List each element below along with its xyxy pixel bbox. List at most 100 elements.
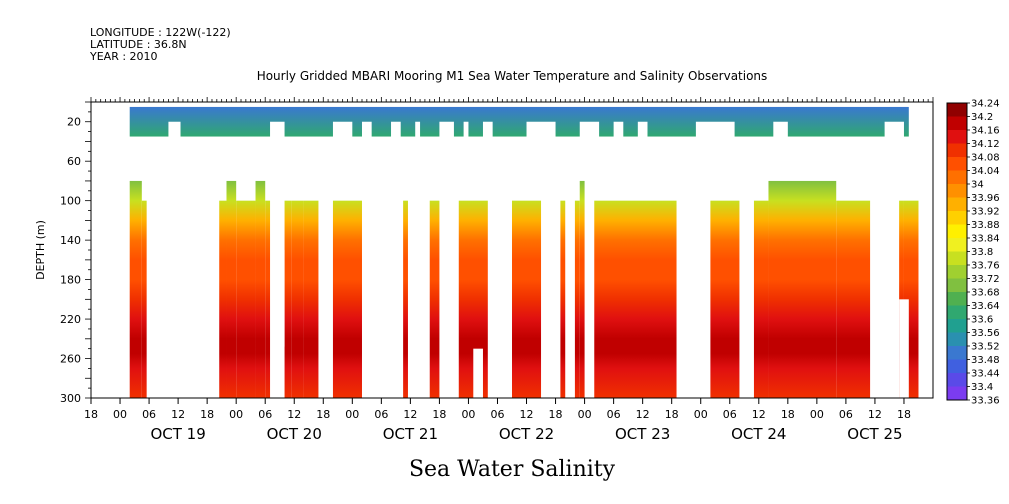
x-tick-label: 06	[374, 408, 388, 421]
surface-gap	[773, 121, 788, 138]
colorbar-label: 34.04	[971, 166, 1000, 177]
deep-data-block	[753, 200, 769, 398]
y-tick-label: 260	[60, 353, 81, 366]
x-tick-label: 00	[578, 408, 592, 421]
surface-gap	[168, 121, 181, 138]
colorbar-swatch	[947, 130, 967, 144]
surface-gap	[415, 121, 421, 138]
deep-data-gap	[899, 299, 909, 398]
plot-area: 18 00 06 12 18 00 06 12 18 00 06 12 18 00 06 12 18 00 06 12…	[60, 97, 934, 443]
colorbar-label: 34.2	[971, 112, 993, 123]
colorbar-label: 34.08	[971, 153, 1000, 164]
y-axis-label: DEPTH (m)	[34, 220, 47, 280]
colorbar-swatch	[947, 238, 967, 252]
deep-data-block	[236, 200, 256, 398]
day-label: OCT 25	[847, 425, 902, 443]
colorbar-swatch	[947, 224, 967, 239]
colorbar-label: 33.56	[971, 328, 1000, 339]
x-tick-label: 12	[636, 408, 650, 421]
x-tick-label: 18	[200, 408, 214, 421]
x-tick-label: 06	[723, 408, 737, 421]
surface-gap	[463, 121, 469, 138]
surface-gap	[270, 121, 285, 138]
surface-gap	[579, 121, 600, 138]
surface-gap	[613, 121, 624, 138]
colorbar-label: 33.68	[971, 288, 1000, 299]
colorbar-label: 33.72	[971, 274, 1000, 285]
colorbar-label: 33.4	[971, 382, 993, 393]
colorbar-label: 33.88	[971, 220, 1000, 231]
x-tick-label: 06	[607, 408, 621, 421]
colorbar-swatch	[947, 116, 967, 131]
surface-gap	[391, 121, 401, 138]
colorbar-swatch	[947, 265, 967, 279]
x-tick-label: 18	[665, 408, 679, 421]
colorbar-swatch	[947, 184, 967, 198]
x-tick-label: 06	[142, 408, 156, 421]
y-tick-label: 300	[60, 392, 81, 405]
colorbar-label: 33.92	[971, 207, 1000, 218]
colorbar-label: 33.44	[971, 369, 1000, 380]
deep-data-block	[512, 200, 542, 398]
deep-data-block	[836, 200, 871, 398]
x-tick-label: 06	[839, 408, 853, 421]
deep-data-block	[141, 200, 147, 398]
x-tick-label: 12	[403, 408, 417, 421]
colorbar-swatch	[947, 157, 967, 171]
deep-data-block	[303, 200, 319, 398]
colorbar-swatch	[947, 103, 967, 117]
colorbar-label: 33.6	[971, 315, 993, 326]
deep-data-block	[332, 200, 362, 398]
year-label: YEAR : 2010	[89, 50, 158, 63]
x-tick-label: 12	[520, 408, 534, 421]
y-tick-label: 140	[60, 234, 81, 247]
surface-gap	[332, 121, 353, 138]
colorbar-label: 33.64	[971, 301, 1000, 312]
day-label: OCT 20	[267, 425, 322, 443]
colorbar-swatch	[947, 359, 967, 374]
x-tick-label: 00	[113, 408, 127, 421]
colorbar-swatch	[947, 386, 967, 401]
x-tick-label: 18	[549, 408, 563, 421]
colorbar-label: 33.8	[971, 247, 993, 258]
colorbar-swatch	[947, 332, 967, 347]
y-tick-label: 220	[60, 313, 81, 326]
colorbar-swatch	[947, 143, 967, 158]
day-label: OCT 22	[499, 425, 554, 443]
x-tick-label: 06	[490, 408, 504, 421]
colorbar-label: 33.96	[971, 193, 1000, 204]
surface-gap	[361, 121, 372, 138]
x-tick-label: 18	[897, 408, 911, 421]
surface-gap	[637, 121, 648, 138]
day-label: OCT 19	[150, 425, 205, 443]
bottom-title: Sea Water Salinity	[409, 457, 616, 482]
deep-data-block	[219, 200, 227, 398]
x-tick-label: 18	[316, 408, 330, 421]
deep-data-gap	[473, 348, 483, 398]
x-tick-label: 18	[781, 408, 795, 421]
colorbar-swatch	[947, 373, 967, 387]
deep-data-block	[710, 200, 740, 398]
deep-data-block	[403, 200, 408, 398]
surface-gap	[482, 121, 493, 138]
colorbar-label: 34.12	[971, 139, 1000, 150]
x-tick-label: 18	[432, 408, 446, 421]
day-label: OCT 24	[731, 425, 786, 443]
colorbar-label: 34.16	[971, 126, 1000, 137]
deep-data-block	[594, 200, 677, 398]
colorbar-swatch	[947, 211, 967, 225]
day-label: OCT 23	[615, 425, 670, 443]
deep-data-block	[291, 200, 304, 398]
x-tick-label: 12	[868, 408, 882, 421]
latitude-label: LATITUDE : 36.8N	[90, 38, 187, 51]
y-tick-label: 60	[67, 155, 81, 168]
deep-data-block	[560, 200, 566, 398]
x-tick-label: 18	[84, 408, 98, 421]
deep-data-block	[129, 180, 142, 398]
colorbar-label: 33.36	[971, 396, 1000, 407]
x-tick-label: 06	[258, 408, 272, 421]
y-tick-label: 20	[67, 116, 81, 129]
deep-data-gap	[274, 250, 285, 347]
x-tick-label: 12	[171, 408, 185, 421]
colorbar-label: 34.24	[971, 99, 1000, 110]
